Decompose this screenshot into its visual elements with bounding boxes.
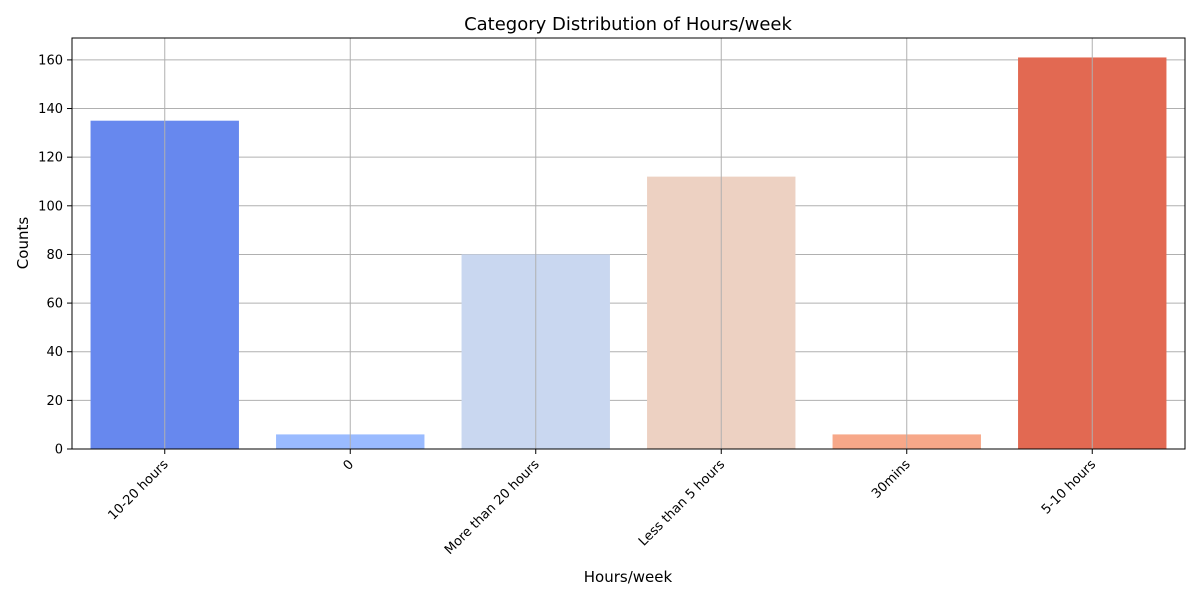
y-tick-label: 40 (46, 345, 63, 360)
y-tick-label: 100 (38, 199, 63, 214)
axes-frame (71, 37, 1186, 450)
y-tick-label: 140 (38, 102, 63, 117)
y-tick-label: 160 (38, 53, 63, 68)
y-tick-label: 80 (46, 248, 63, 263)
y-tick-label: 20 (46, 394, 63, 409)
y-tick-label: 60 (46, 297, 63, 312)
x-axis-label: Hours/week (584, 568, 673, 586)
grid-over-layer (164, 38, 1093, 449)
y-tick-label: 120 (38, 151, 63, 166)
chart-title: Category Distribution of Hours/week (464, 14, 792, 35)
y-tick-label: 0 (55, 443, 63, 458)
y-axis-label: Counts (14, 217, 32, 270)
